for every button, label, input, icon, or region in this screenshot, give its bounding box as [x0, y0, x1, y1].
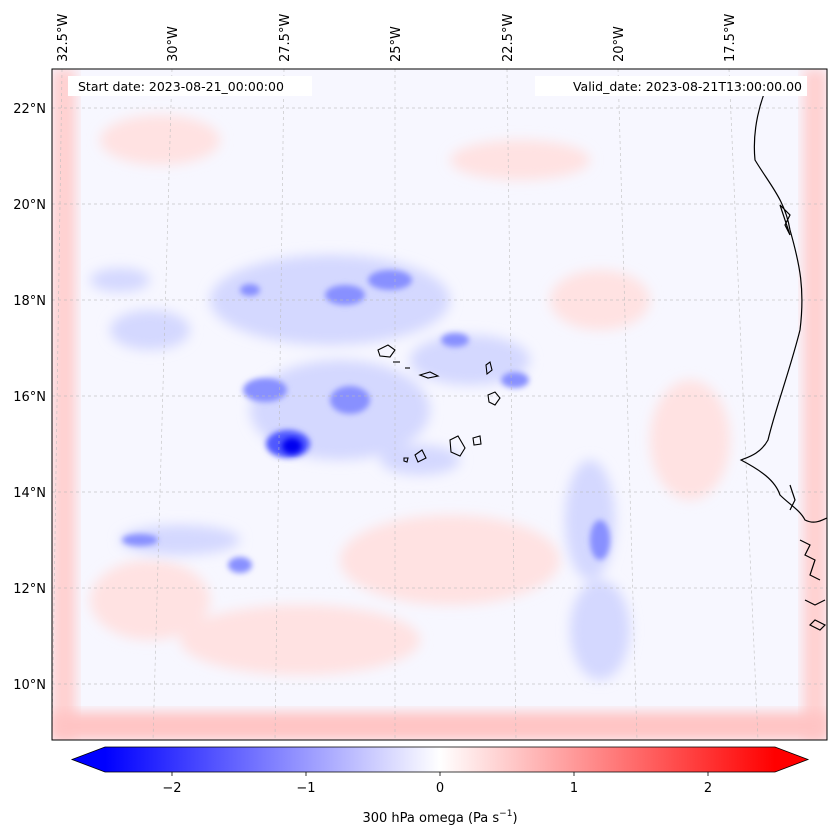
lat-label: 16°N	[13, 390, 46, 405]
colorbar-body	[105, 747, 775, 772]
omega-field	[52, 69, 827, 740]
colorbar-tick: 1	[570, 781, 578, 796]
colorbar-max-extend	[775, 747, 808, 772]
lon-label: 32.5°W	[56, 14, 71, 62]
africa-coastline	[739, 79, 827, 631]
lon-label: 30°W	[166, 26, 181, 62]
lon-label: 25°W	[389, 26, 404, 62]
lon-label: 20°W	[612, 26, 627, 62]
colorbar-min-extend	[72, 747, 105, 772]
colorbar-tick: 0	[436, 781, 444, 796]
lat-label: 10°N	[13, 678, 46, 693]
lon-label: 17.5°W	[723, 14, 738, 62]
graticule	[52, 69, 827, 740]
lat-label: 20°N	[13, 198, 46, 213]
colorbar-tick: −2	[162, 781, 181, 796]
cape-verde-islands	[377, 344, 501, 463]
lon-label: 22.5°W	[501, 14, 516, 62]
colorbar-tick: 2	[704, 781, 712, 796]
lat-label: 14°N	[13, 486, 46, 501]
start-date-label: Start date: 2023-08-21_00:00:00	[78, 79, 284, 94]
lat-label: 12°N	[13, 582, 46, 597]
lat-label: 18°N	[13, 294, 46, 309]
colorbar-title: 300 hPa omega (Pa s−1)	[362, 809, 517, 826]
longitude-labels: 32.5°W 30°W 27.5°W 25°W 22.5°W 20°W 17.5…	[56, 14, 738, 62]
valid-date-label: Valid_date: 2023-08-21T13:00:00.00	[573, 79, 802, 94]
colorbar: −2 −1 0 1 2 300 hPa omega (Pa s−1)	[70, 746, 810, 826]
valid-date-box	[535, 76, 807, 96]
lat-label: 22°N	[13, 102, 46, 117]
colorbar-tick: −1	[296, 781, 315, 796]
map-frame	[51, 68, 828, 741]
start-date-box	[68, 76, 312, 96]
latitude-labels: 22°N 20°N 18°N 16°N 14°N 12°N 10°N	[13, 102, 46, 693]
lon-label: 27.5°W	[278, 14, 293, 62]
omega-minimum	[266, 430, 310, 458]
